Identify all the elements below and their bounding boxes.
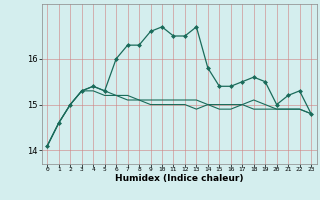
X-axis label: Humidex (Indice chaleur): Humidex (Indice chaleur) xyxy=(115,174,244,183)
